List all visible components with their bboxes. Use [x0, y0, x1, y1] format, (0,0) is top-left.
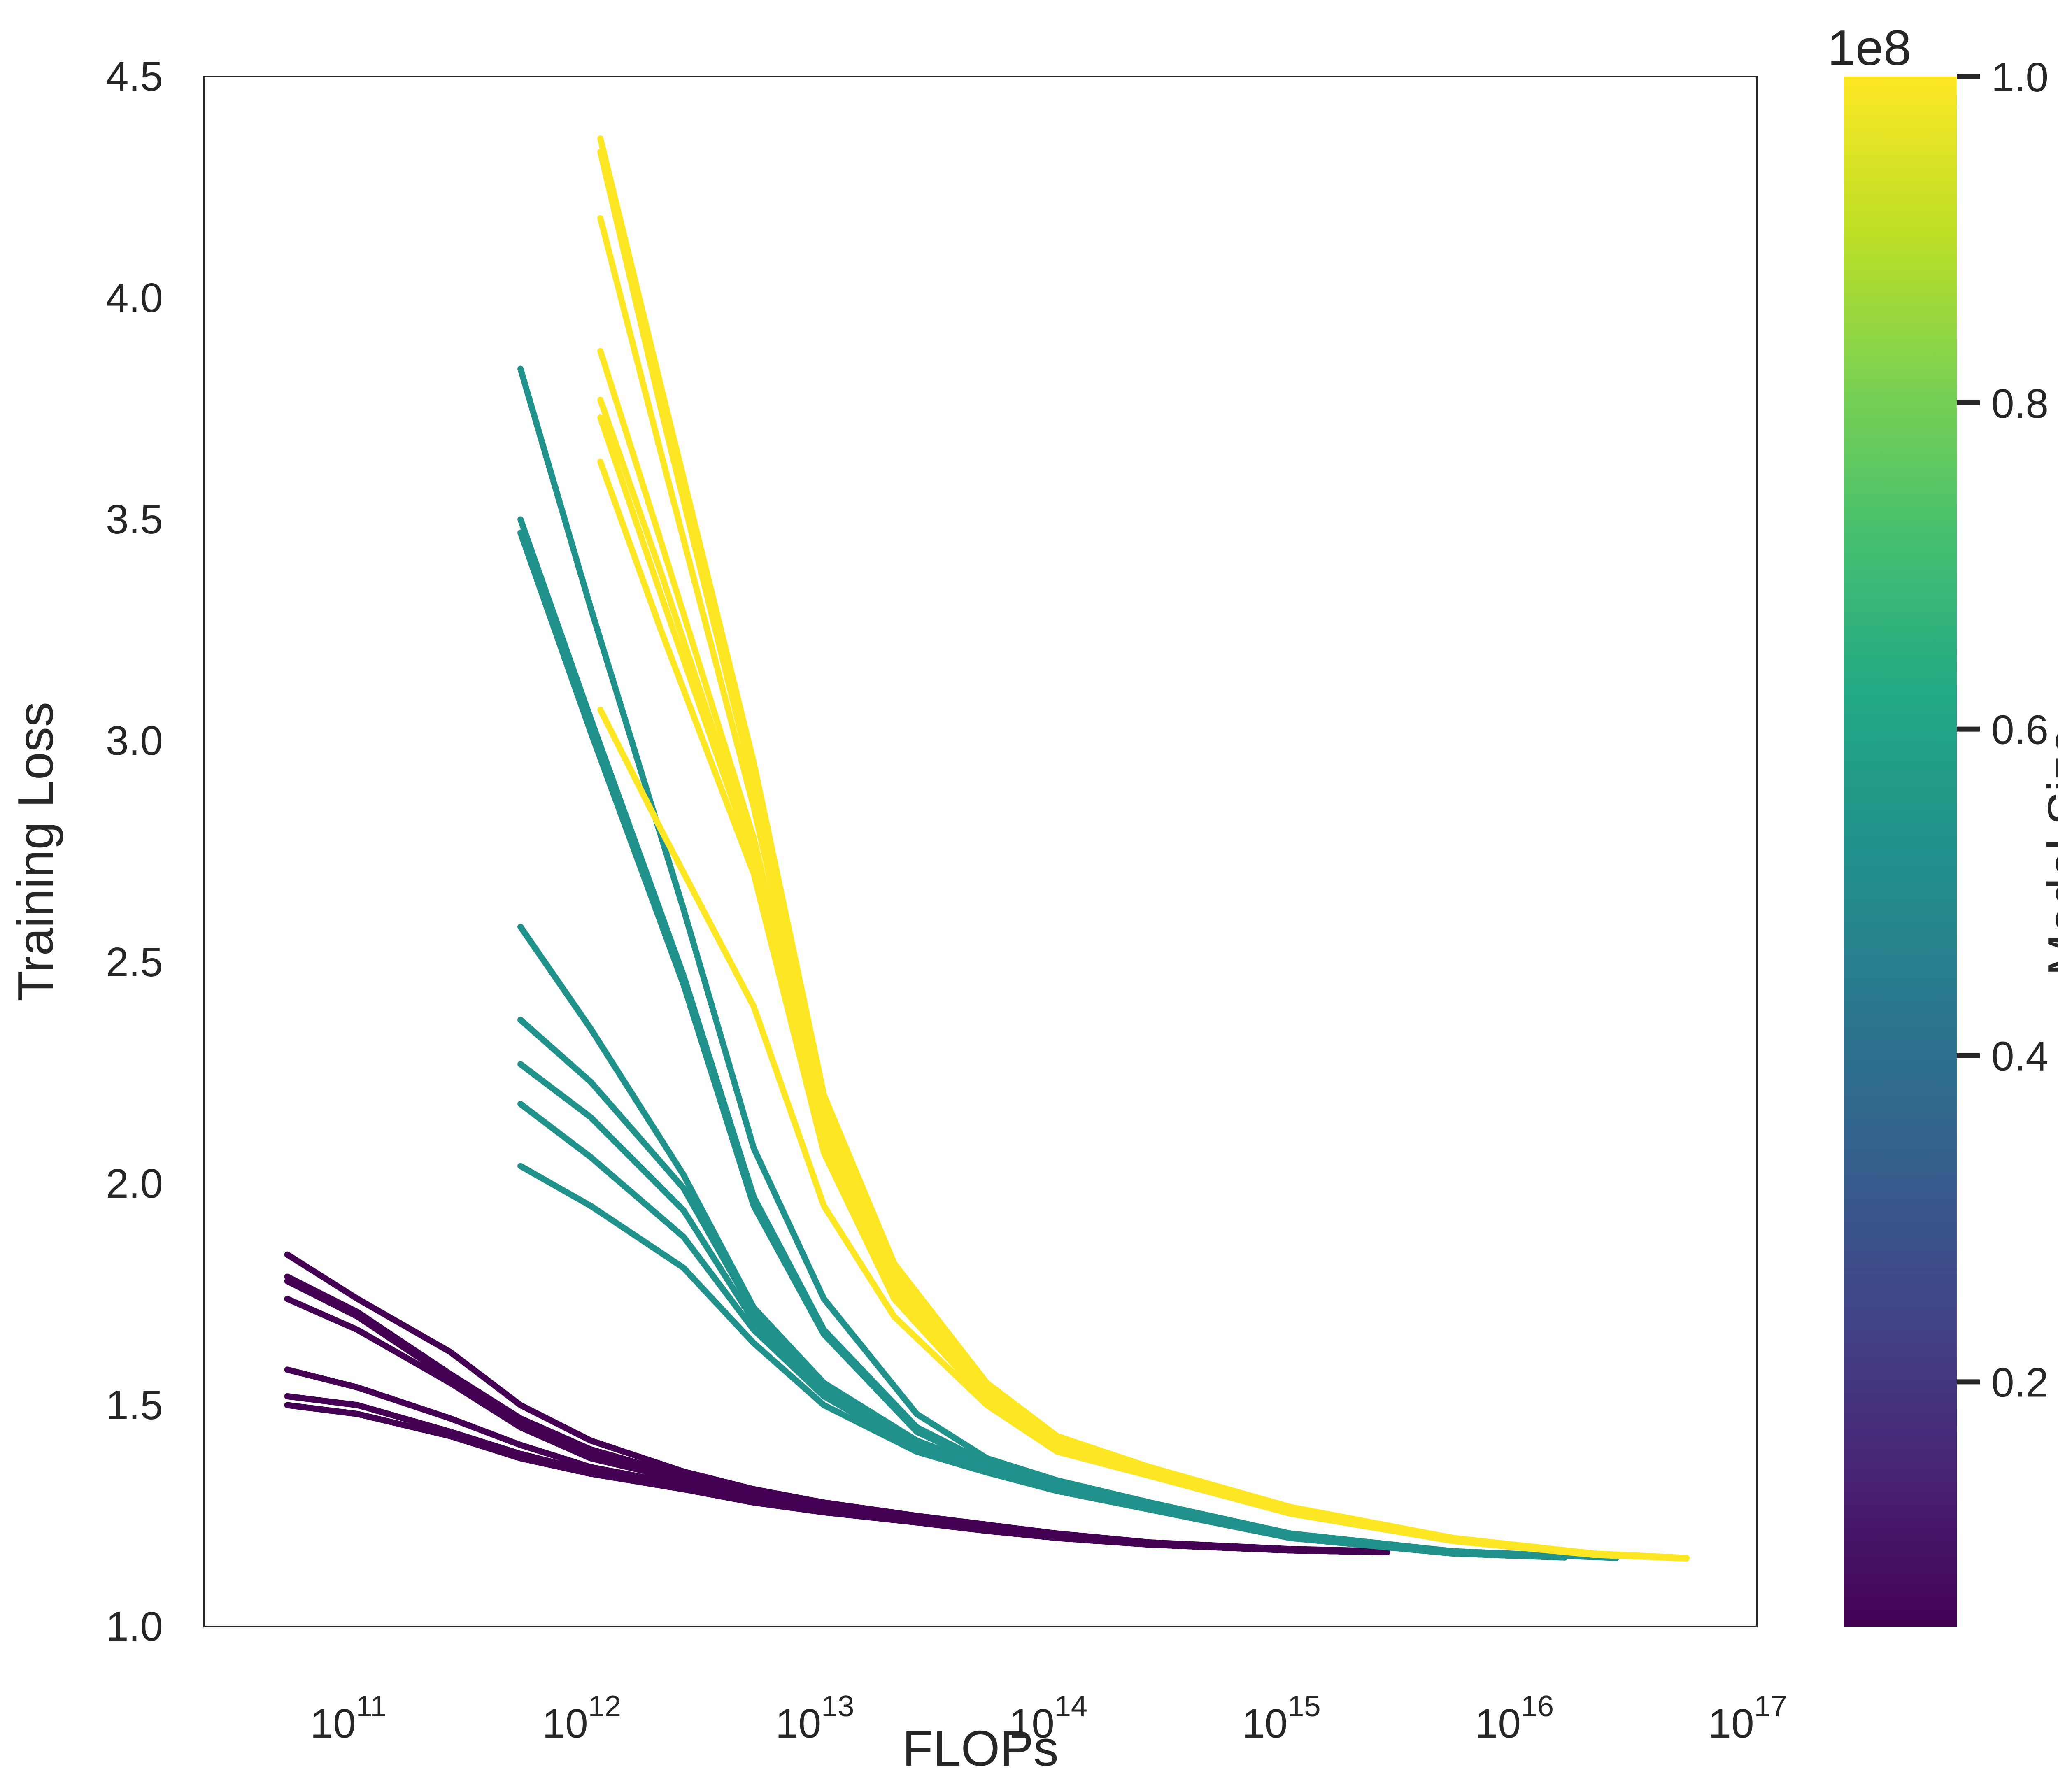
y-tick-label: 4.0: [106, 275, 163, 321]
colorbar-ticks: 0.2 0.4 0.6 0.8 1.0: [1957, 54, 2049, 1406]
series-layer: [284, 135, 1690, 1562]
colorbar: 0.2 0.4 0.6 0.8 1.0 1e8 Model Size: [1828, 20, 2058, 1627]
series-line-medium-8: [517, 1163, 1568, 1561]
series-line-large-8: [597, 707, 1690, 1562]
x-tick-label: 1016: [1475, 1690, 1554, 1747]
y-tick-label: 2.0: [106, 1161, 163, 1207]
y-tick-label: 3.0: [106, 718, 163, 764]
y-tick-label: 3.5: [106, 496, 163, 542]
y-tick-label: 4.5: [106, 54, 163, 100]
plot-area: [203, 76, 1758, 1627]
colorbar-label: Model Size: [2037, 727, 2058, 976]
series-line-medium-3: [517, 529, 1568, 1560]
series-line-large-5: [597, 397, 1690, 1562]
colorbar-gradient: [1844, 77, 1957, 1627]
x-tick-label: 1017: [1708, 1690, 1787, 1747]
x-tick-label: 1012: [542, 1690, 621, 1747]
series-line-large-4: [597, 348, 1690, 1562]
x-tick-label: 1013: [775, 1690, 854, 1747]
y-axis-ticks: 1.0 1.5 2.0 2.5 3.0 3.5 4.0 4.5: [106, 54, 163, 1650]
y-axis-label: Training Loss: [7, 702, 63, 1001]
x-tick-label: 1011: [310, 1690, 387, 1747]
colorbar-offset-text: 1e8: [1828, 20, 1911, 76]
y-tick-label: 1.5: [106, 1382, 163, 1428]
colorbar-tick-label: 1.0: [1991, 54, 2049, 100]
series-line-small-7: [284, 1402, 1390, 1555]
colorbar-tick-label: 0.6: [1991, 707, 2049, 753]
x-tick-label: 1014: [1009, 1690, 1087, 1747]
colorbar-tick-label: 0.8: [1991, 381, 2049, 427]
y-tick-label: 2.5: [106, 939, 163, 985]
x-tick-label: 1015: [1242, 1690, 1320, 1747]
y-tick-label: 1.0: [106, 1603, 163, 1650]
series-line-medium-4: [517, 924, 1568, 1561]
series-line-large-6: [597, 414, 1690, 1562]
x-axis-ticks: 1011 1012 1013 1014 1015 1016 1017: [310, 1690, 1787, 1747]
x-axis-label: FLOPs: [902, 1720, 1059, 1776]
series-line-large-7: [597, 458, 1690, 1562]
colorbar-tick-label: 0.2: [1991, 1359, 2049, 1406]
colorbar-tick-label: 0.4: [1991, 1033, 2049, 1080]
